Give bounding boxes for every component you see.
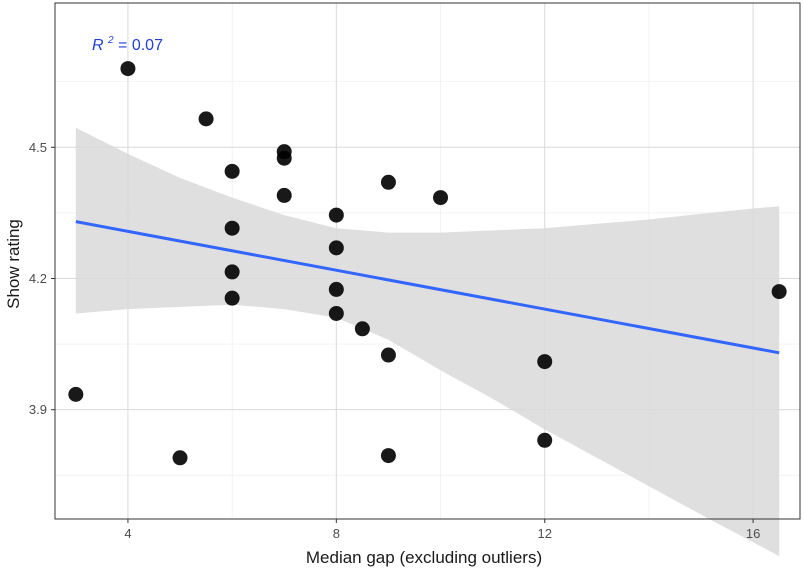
data-point [537, 432, 553, 448]
r-squared-annotation: R 2 = 0.07 [92, 30, 163, 54]
data-point [172, 450, 188, 466]
confidence-band-layer [75, 127, 780, 557]
data-point [380, 174, 396, 190]
y-tick-label: 4.2 [29, 271, 47, 286]
data-point [328, 305, 344, 321]
fit-line-layer [75, 220, 780, 355]
y-tick-label: 4.5 [29, 140, 47, 155]
data-point [224, 163, 240, 179]
y-tick-label: 3.9 [29, 402, 47, 417]
data-point [537, 354, 553, 370]
data-point [224, 264, 240, 280]
data-point [328, 240, 344, 256]
r-squared-superscript: 2 [107, 35, 114, 46]
confidence-band [75, 127, 780, 557]
data-point [120, 61, 136, 77]
regression-line [75, 220, 780, 355]
data-point [198, 111, 214, 127]
data-point [276, 150, 292, 166]
y-axis-title: Show rating [4, 219, 23, 309]
data-point [380, 448, 396, 464]
data-point [354, 321, 370, 337]
data-point [276, 187, 292, 203]
data-point [224, 290, 240, 306]
x-axis-title: Median gap (excluding outliers) [306, 548, 542, 567]
axis-ticks: 4 8 12 16 3.9 4.2 4.5 [29, 140, 760, 541]
data-point [328, 207, 344, 223]
data-points [68, 61, 787, 466]
x-tick-label: 4 [124, 526, 131, 541]
r-squared-symbol: R [92, 37, 104, 54]
x-tick-label: 12 [537, 526, 551, 541]
r-squared-value: = 0.07 [118, 37, 163, 54]
x-tick-label: 8 [333, 526, 340, 541]
data-point [771, 284, 787, 300]
data-point [224, 220, 240, 236]
panel-border [54, 2, 801, 520]
data-point [328, 281, 344, 297]
data-point [433, 190, 449, 206]
data-point [68, 386, 84, 402]
x-tick-label: 16 [746, 526, 760, 541]
data-point [380, 347, 396, 363]
